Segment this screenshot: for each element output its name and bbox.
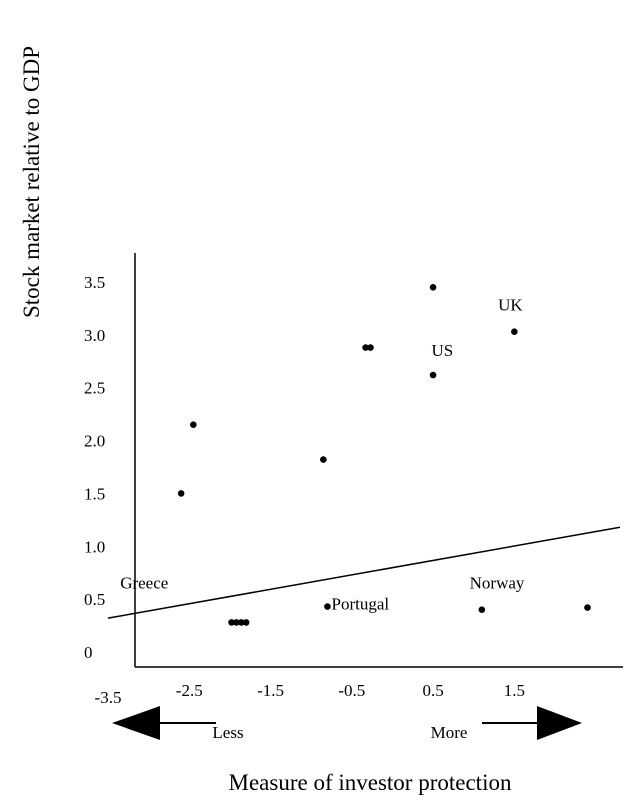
- x-tick-label: -1.5: [257, 681, 284, 700]
- data-point: [584, 604, 591, 611]
- y-tick-labels: 0 0.5 1.0 1.5 2.0 2.5 3.0 3.5: [84, 273, 105, 662]
- y-tick-label: 0.5: [84, 590, 105, 609]
- data-point: [228, 619, 235, 626]
- point-label: UK: [498, 296, 523, 315]
- x-tick-label: -3.5: [95, 688, 122, 707]
- x-tick-labels: -3.5 -2.5 -1.5 -0.5 0.5 1.5: [95, 681, 525, 707]
- more-label: More: [431, 723, 468, 742]
- point-label: Norway: [470, 574, 525, 593]
- less-label: Less: [212, 723, 243, 742]
- data-point: [511, 328, 518, 335]
- data-point: [429, 371, 437, 379]
- data-point: [233, 619, 240, 626]
- x-tick-label: 1.5: [504, 681, 525, 700]
- y-tick-label: 3.0: [84, 326, 105, 345]
- data-points: [177, 283, 591, 626]
- x-tick-label: 0.5: [422, 681, 443, 700]
- trend-line: [107, 526, 621, 619]
- y-tick-label: 2.5: [84, 379, 105, 398]
- y-tick-label: 1.0: [84, 537, 105, 556]
- y-axis-title: Stock market relative to GDP: [19, 46, 44, 318]
- y-tick-label: 0: [84, 643, 93, 662]
- data-point: [320, 456, 327, 463]
- point-label: Greece: [120, 574, 168, 593]
- point-label: US: [431, 341, 453, 360]
- data-point: [237, 619, 245, 626]
- x-tick-label: -2.5: [176, 681, 203, 700]
- point-label: Portugal: [331, 595, 389, 614]
- data-point: [478, 606, 486, 614]
- data-point: [190, 421, 197, 429]
- data-point: [242, 619, 250, 626]
- right-arrow-icon: [537, 706, 582, 740]
- y-tick-label: 2.0: [84, 432, 105, 451]
- data-point: [362, 344, 369, 351]
- data-point: [177, 490, 185, 497]
- data-point: [429, 283, 437, 291]
- y-tick-label: 1.5: [84, 484, 105, 503]
- point-labels: Greece Portugal US UK Norway: [120, 296, 525, 614]
- data-point: [324, 603, 331, 610]
- left-arrow-icon: [112, 706, 160, 740]
- x-tick-label: -0.5: [338, 681, 365, 700]
- x-axis-title: Measure of investor protection: [229, 770, 512, 795]
- y-tick-label: 3.5: [84, 273, 105, 292]
- data-point: [367, 344, 374, 351]
